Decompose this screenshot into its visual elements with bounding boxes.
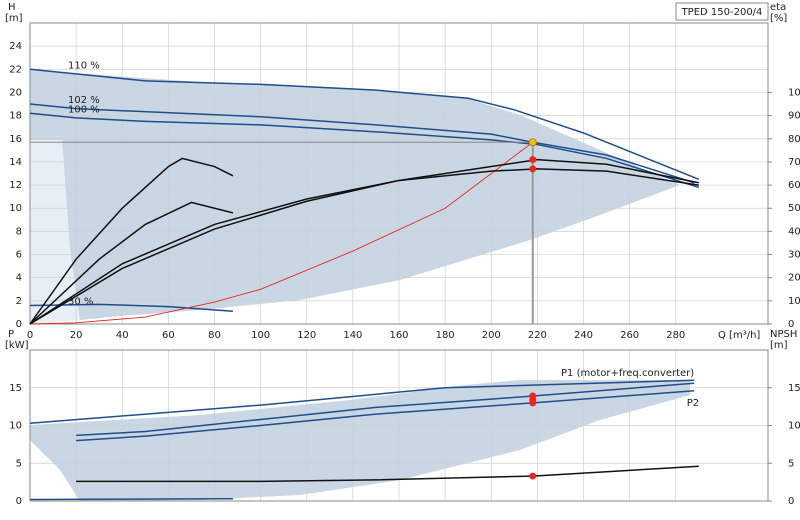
x-tick-label: 180 bbox=[436, 330, 455, 341]
y2-axis-label: eta bbox=[770, 2, 786, 13]
y2-axis-unit: [%] bbox=[770, 13, 787, 24]
x-tick-label: 100 bbox=[251, 330, 270, 341]
y2-axis-unit: [m] bbox=[770, 340, 788, 351]
duty-point bbox=[529, 156, 537, 164]
y2-tick-label: 90 bbox=[788, 111, 800, 122]
y2-tick-label: 20 bbox=[788, 273, 800, 284]
y-tick-label: 20 bbox=[9, 87, 22, 98]
y-tick-label: 6 bbox=[16, 250, 22, 261]
y-tick-label: 10 bbox=[9, 203, 22, 214]
curve bbox=[29, 157, 234, 325]
x-tick-label: 200 bbox=[482, 330, 501, 341]
x-tick-label: 20 bbox=[70, 330, 83, 341]
curve-label: 102 % bbox=[68, 95, 100, 106]
curve-label: 30 % bbox=[68, 296, 93, 307]
duty-point bbox=[529, 165, 537, 173]
y-tick-label: 10 bbox=[9, 421, 22, 432]
curve bbox=[29, 68, 700, 180]
x-tick-label: 0 bbox=[27, 330, 33, 341]
y-axis-label: P bbox=[8, 329, 14, 340]
curve bbox=[29, 168, 699, 325]
x-tick-label: 80 bbox=[208, 330, 221, 341]
curve bbox=[29, 497, 233, 501]
y2-tick-label: 0 bbox=[788, 319, 794, 330]
duty-point bbox=[528, 138, 537, 147]
x-tick-label: 160 bbox=[389, 330, 408, 341]
curve bbox=[29, 141, 534, 325]
y-tick-label: 4 bbox=[16, 273, 22, 284]
y-tick-label: 15 bbox=[9, 383, 22, 394]
y-axis-unit: [m] bbox=[5, 13, 23, 24]
y-tick-label: 24 bbox=[9, 41, 22, 52]
curve bbox=[76, 465, 699, 483]
curve bbox=[29, 201, 234, 325]
y-axis-label: H bbox=[8, 2, 16, 13]
y2-tick-label: 15 bbox=[788, 383, 800, 394]
curve-label: 110 % bbox=[68, 60, 100, 71]
y2-tick-label: 40 bbox=[788, 226, 800, 237]
x-tick-label: 240 bbox=[574, 330, 593, 341]
y2-tick-label: 70 bbox=[788, 157, 800, 168]
y2-tick-label: 10 bbox=[788, 421, 800, 432]
operating-range bbox=[30, 380, 690, 501]
y-tick-label: 18 bbox=[9, 111, 22, 122]
x-tick-label: 60 bbox=[162, 330, 175, 341]
y-tick-label: 14 bbox=[9, 157, 22, 168]
y2-tick-label: 0 bbox=[788, 496, 794, 507]
x-tick-label: 220 bbox=[528, 330, 547, 341]
y2-tick-label: 5 bbox=[788, 458, 794, 469]
y2-tick-label: 30 bbox=[788, 250, 800, 261]
y2-tick-label: 60 bbox=[788, 180, 800, 191]
y2-tick-label: 100 bbox=[788, 87, 800, 98]
x-axis-label: Q [m³/h] bbox=[718, 330, 760, 341]
x-tick-label: 280 bbox=[666, 330, 685, 341]
curve bbox=[29, 112, 700, 189]
plot-frame bbox=[29, 22, 769, 325]
chart-title: TPED 150-200/4 bbox=[681, 7, 763, 18]
y-tick-label: 12 bbox=[9, 180, 22, 191]
y-axis-unit: [kW] bbox=[5, 340, 29, 351]
y2-axis-label: NPSH bbox=[770, 329, 797, 340]
x-tick-label: 40 bbox=[116, 330, 129, 341]
y-tick-label: 2 bbox=[16, 296, 22, 307]
y-tick-label: 8 bbox=[16, 226, 22, 237]
y-tick-label: 5 bbox=[16, 458, 22, 469]
curve bbox=[29, 303, 234, 313]
x-tick-label: 120 bbox=[297, 330, 316, 341]
curve-label: 100 % bbox=[68, 104, 100, 115]
curve bbox=[29, 103, 695, 184]
y-tick-label: 22 bbox=[9, 64, 22, 75]
y2-tick-label: 80 bbox=[788, 134, 800, 145]
x-tick-label: 260 bbox=[620, 330, 639, 341]
y2-tick-label: 50 bbox=[788, 203, 800, 214]
y-tick-label: 16 bbox=[9, 134, 22, 145]
title-box bbox=[675, 2, 769, 21]
curve-label: P1 (motor+freq.converter) bbox=[561, 368, 694, 379]
curve-label: P2 bbox=[687, 398, 699, 409]
curve bbox=[29, 379, 695, 424]
x-tick-label: 140 bbox=[343, 330, 362, 341]
duty-point bbox=[529, 399, 537, 407]
duty-point bbox=[529, 472, 537, 480]
y-tick-label: 0 bbox=[16, 496, 22, 507]
y-tick-label: 0 bbox=[16, 319, 22, 330]
y2-tick-label: 10 bbox=[788, 296, 800, 307]
plot-frame bbox=[29, 349, 769, 502]
operating-range bbox=[30, 70, 680, 320]
